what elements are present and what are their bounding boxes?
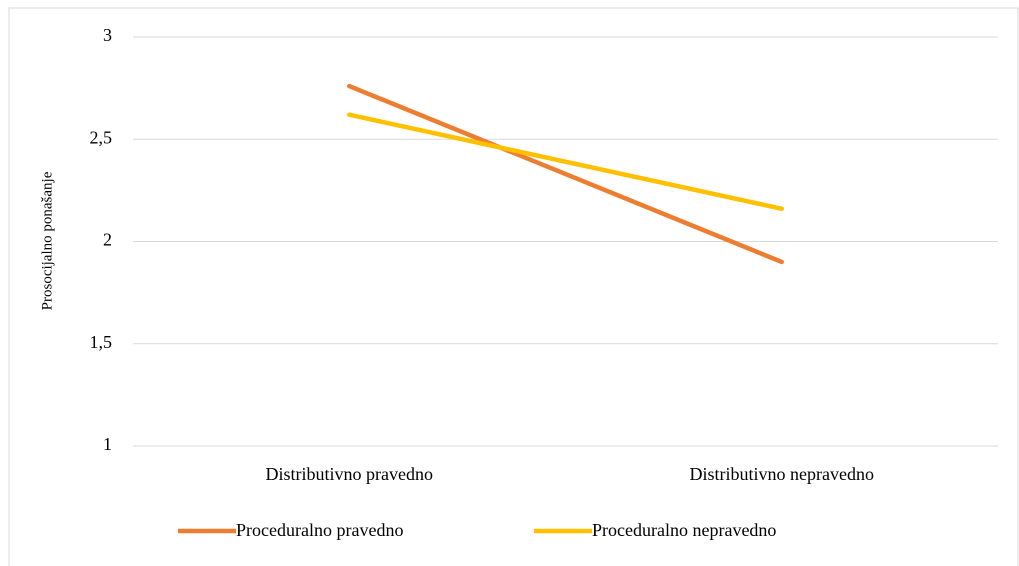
y-axis-label: Prosocijalno ponašanje <box>39 171 55 310</box>
x-tick-label: Distributivno pravedno <box>266 464 433 484</box>
chart-frame <box>8 7 1019 566</box>
y-tick-label: 1 <box>103 434 112 454</box>
y-tick-label: 2 <box>103 230 112 250</box>
legend-label: Proceduralno pravedno <box>236 520 403 540</box>
series-line <box>347 112 784 212</box>
y-tick-label: 1,5 <box>90 332 113 352</box>
legend-label: Proceduralno nepravedno <box>592 520 776 540</box>
series-line <box>347 83 784 265</box>
y-tick-label: 2,5 <box>90 127 113 147</box>
y-tick-label: 3 <box>103 25 112 45</box>
x-tick-label: Distributivno nepravedno <box>690 464 874 484</box>
